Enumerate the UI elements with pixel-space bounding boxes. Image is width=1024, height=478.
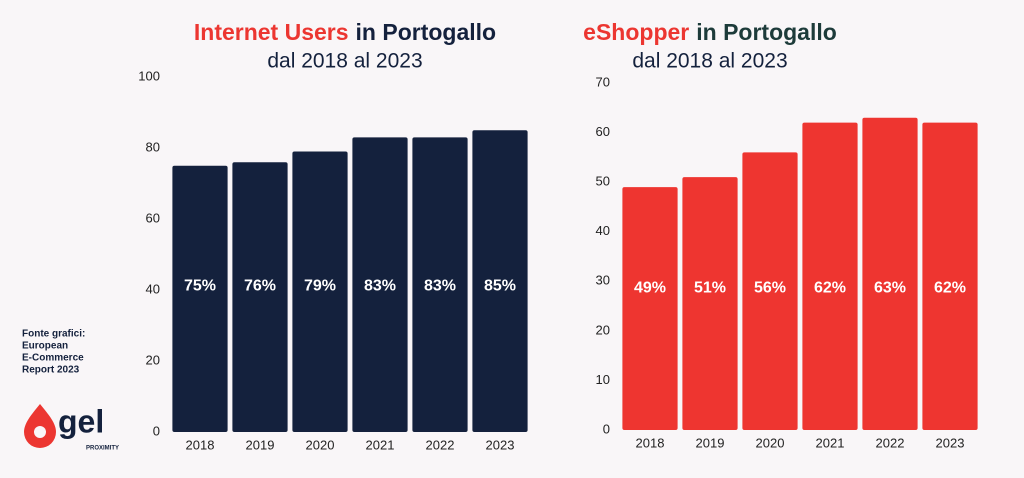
y-tick-label: 50 bbox=[596, 174, 610, 189]
y-tick-label: 40 bbox=[596, 223, 610, 238]
source-line: European bbox=[22, 341, 68, 352]
x-tick-label: 2023 bbox=[486, 437, 515, 452]
y-tick-label: 10 bbox=[596, 372, 610, 387]
y-tick-label: 0 bbox=[603, 421, 610, 436]
value-label: 83% bbox=[364, 278, 396, 295]
x-tick-label: 2022 bbox=[426, 437, 455, 452]
bar bbox=[472, 130, 528, 432]
value-label: 62% bbox=[814, 280, 846, 297]
bar bbox=[232, 162, 288, 432]
logo: gel PROXIMITY bbox=[24, 403, 119, 452]
y-tick-label: 80 bbox=[146, 139, 160, 154]
y-tick-label: 30 bbox=[596, 273, 610, 288]
y-tick-label: 0 bbox=[153, 423, 160, 438]
bar bbox=[292, 151, 348, 433]
logo-text: gel bbox=[58, 403, 104, 439]
title-part: in Portogallo bbox=[696, 19, 837, 45]
chart: eShopper in Portogallo dal 2018 al 2023 0 10… bbox=[583, 19, 978, 450]
x-tick-label: 2021 bbox=[366, 437, 395, 452]
source-line: Fonte grafici: bbox=[22, 329, 85, 340]
value-label: 83% bbox=[424, 278, 456, 295]
chart-title: Internet Users in Portogallo bbox=[194, 19, 496, 45]
value-label: 85% bbox=[484, 278, 516, 295]
chart: Internet Users in Portogallo dal 2018 al 2… bbox=[138, 19, 528, 452]
value-label: 76% bbox=[244, 278, 276, 295]
y-tick-label: 70 bbox=[596, 74, 610, 89]
x-tick-label: 2020 bbox=[756, 435, 785, 450]
source-note: Fonte grafici: European E-Commerce Repor… bbox=[22, 329, 85, 376]
x-tick-label: 2022 bbox=[876, 435, 905, 450]
source-line: E-Commerce bbox=[22, 353, 84, 364]
x-tick-label: 2018 bbox=[636, 435, 665, 450]
y-tick-label: 100 bbox=[138, 68, 160, 83]
bar bbox=[742, 152, 798, 430]
value-label: 79% bbox=[304, 278, 336, 295]
x-tick-label: 2021 bbox=[816, 435, 845, 450]
x-tick-label: 2023 bbox=[936, 435, 965, 450]
bar bbox=[802, 122, 858, 431]
bar bbox=[682, 177, 738, 430]
y-tick-label: 20 bbox=[596, 322, 610, 337]
x-tick-label: 2020 bbox=[306, 437, 335, 452]
logo-tagline: PROXIMITY bbox=[86, 446, 119, 452]
y-tick-label: 20 bbox=[146, 352, 160, 367]
y-tick-label: 60 bbox=[146, 210, 160, 225]
value-label: 62% bbox=[934, 280, 966, 297]
title-part: Internet Users bbox=[194, 19, 349, 45]
chart-title: eShopper in Portogallo bbox=[583, 19, 837, 45]
bar bbox=[862, 117, 918, 430]
value-label: 75% bbox=[184, 278, 216, 295]
value-label: 49% bbox=[634, 280, 666, 297]
x-tick-label: 2019 bbox=[246, 437, 275, 452]
bar bbox=[412, 137, 468, 432]
x-tick-label: 2019 bbox=[696, 435, 725, 450]
chart-subtitle: dal 2018 al 2023 bbox=[267, 50, 422, 73]
x-tick-label: 2018 bbox=[186, 437, 215, 452]
chart-subtitle: dal 2018 al 2023 bbox=[632, 50, 787, 73]
value-label: 63% bbox=[874, 280, 906, 297]
bar bbox=[172, 165, 228, 432]
bar bbox=[922, 122, 978, 431]
logo-dot bbox=[34, 426, 46, 438]
y-tick-label: 60 bbox=[596, 124, 610, 139]
source-line: Report 2023 bbox=[22, 365, 80, 376]
title-part: eShopper bbox=[583, 19, 689, 45]
y-tick-label: 40 bbox=[146, 281, 160, 296]
value-label: 56% bbox=[754, 280, 786, 297]
value-label: 51% bbox=[694, 280, 726, 297]
bar bbox=[352, 137, 408, 432]
title-part: in Portogallo bbox=[356, 19, 497, 45]
bar bbox=[622, 187, 678, 430]
